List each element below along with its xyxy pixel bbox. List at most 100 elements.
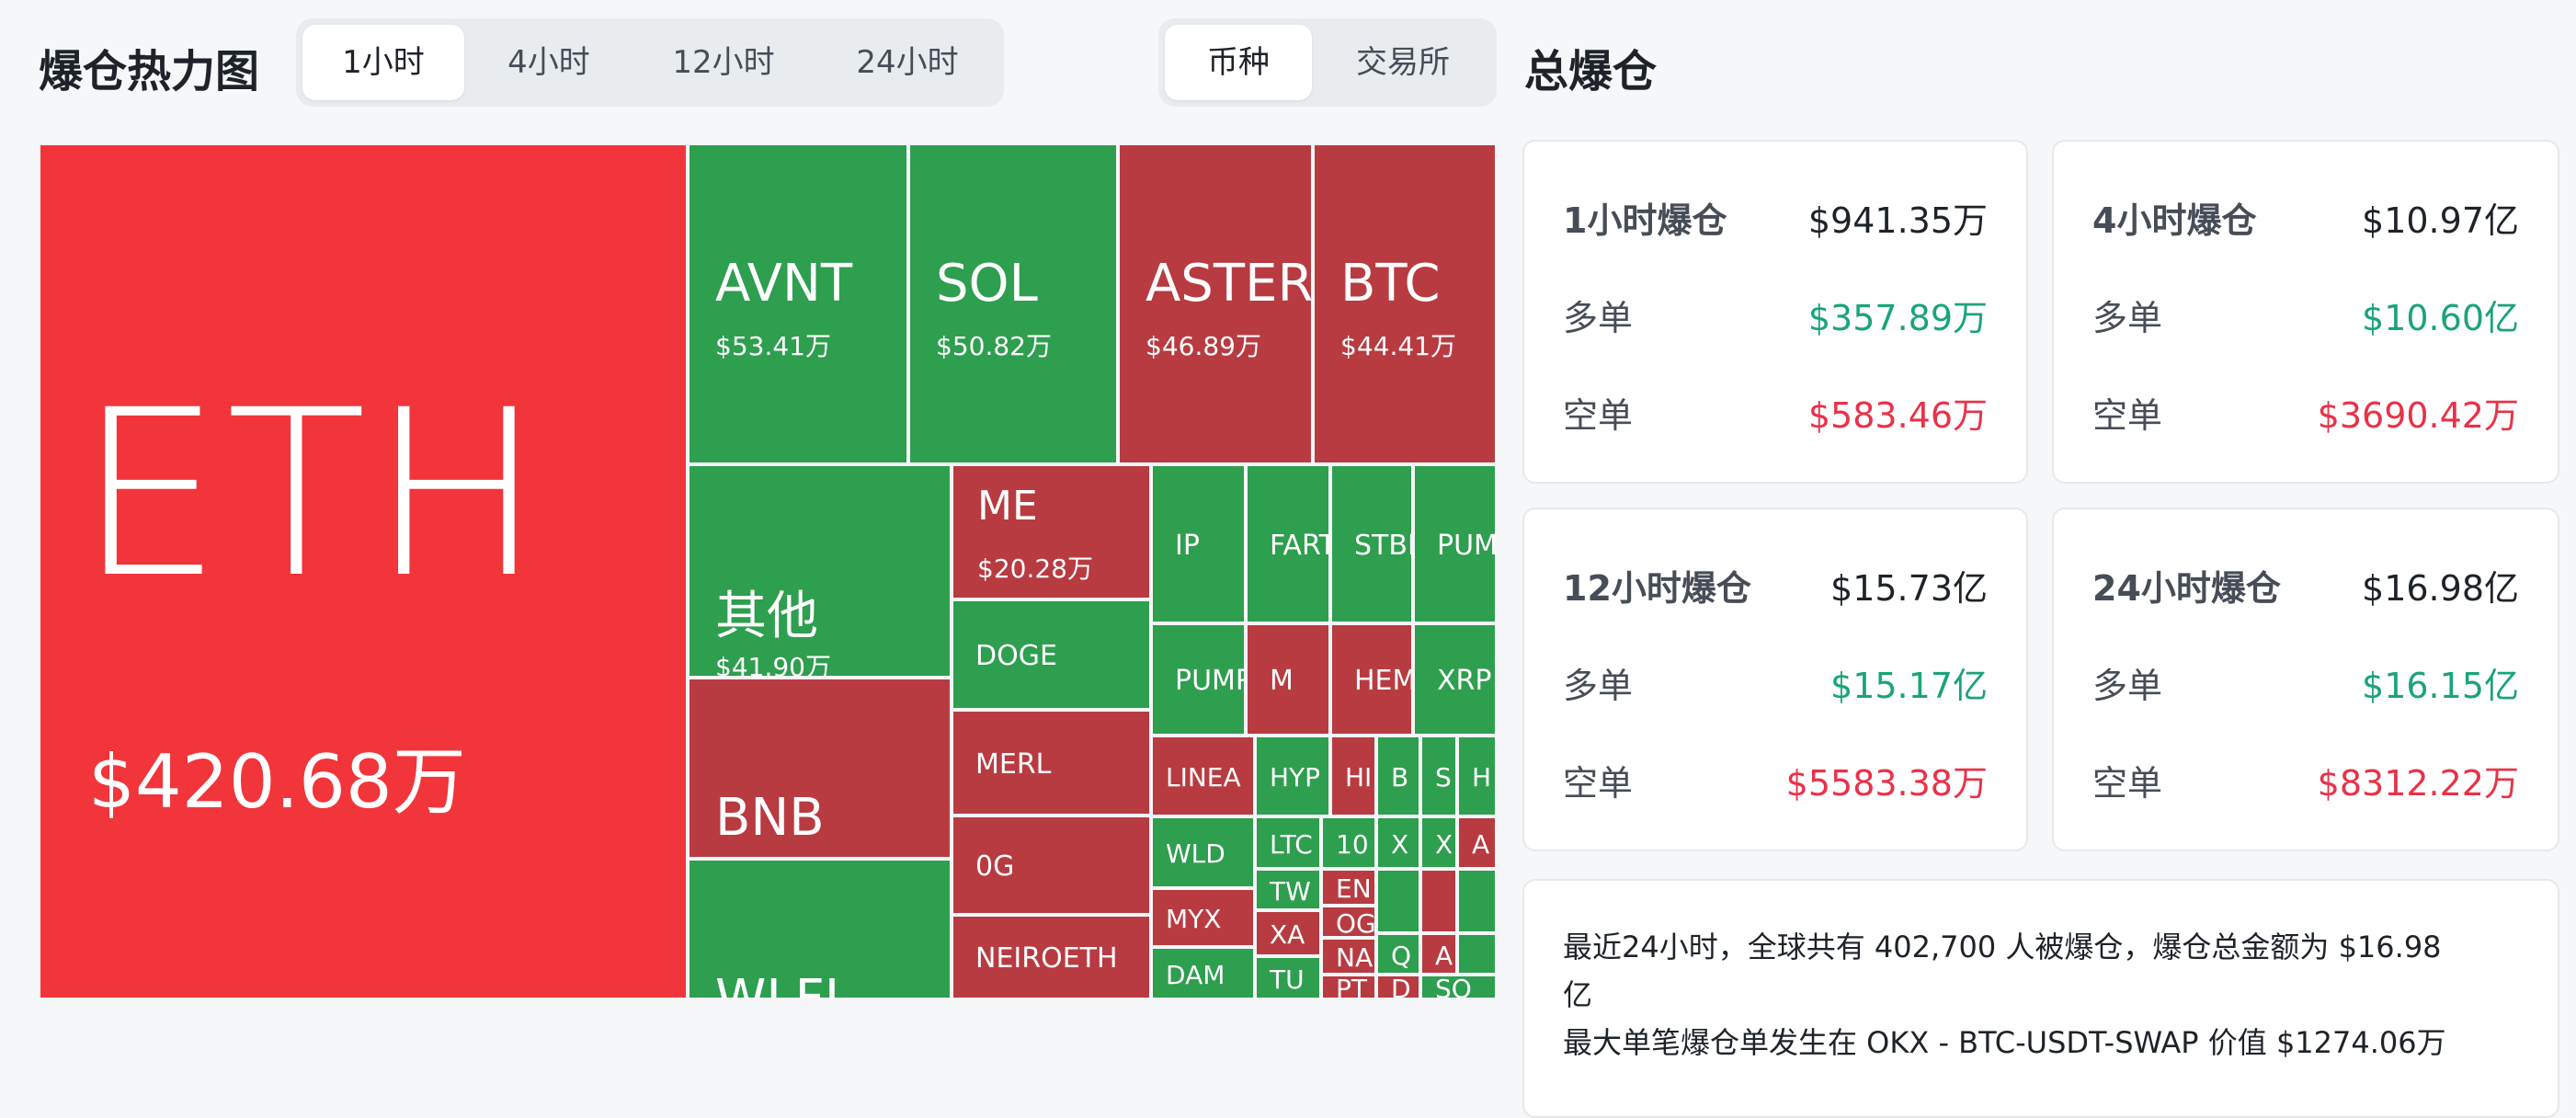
heatmap-cell[interactable]: MYX [1151,888,1255,947]
heatmap-cell[interactable]: M [1246,623,1330,736]
short-label: 空单 [1563,395,1634,436]
group-tabs: 币种 交易所 [1158,18,1497,107]
heatmap-cell[interactable]: NEIROETH [952,915,1151,999]
coin-symbol: DAM [1166,960,1225,990]
coin-symbol: 其他 [715,587,818,646]
tab-24h[interactable]: 24小时 [856,44,959,81]
coin-symbol: X [1391,829,1409,860]
heatmap-cell[interactable]: WLFI$27.71万 [688,859,952,999]
tab-1h[interactable]: 1小时 [302,25,464,100]
liquidation-amount: $50.82万 [936,331,1052,361]
heatmap-cell[interactable]: HEMI [1330,623,1413,736]
liquidation-amount: $41.90万 [715,652,831,678]
coin-symbol: M [1270,665,1294,697]
heatmap-cell[interactable]: H [1457,736,1497,816]
heatmap-cell[interactable]: XRP [1413,623,1497,736]
coin-symbol: SO [1435,975,1472,999]
heatmap-cell[interactable]: PT [1321,975,1376,999]
coin-symbol: ME [977,483,1038,530]
heatmap-cell[interactable] [1457,869,1497,933]
coin-symbol: PT [1336,975,1367,999]
heatmap-cell[interactable]: IP [1151,464,1246,623]
coin-symbol: NA [1336,942,1373,973]
heatmap-cell[interactable]: TU [1255,956,1321,999]
coin-symbol: Q [1391,941,1412,971]
heatmap-cell[interactable]: NA [1321,938,1376,975]
short-label: 空单 [1563,763,1634,804]
coin-symbol: TU [1270,964,1305,995]
heatmap-cell[interactable]: X [1376,816,1420,869]
long-value: $357.89万 [1807,298,1988,338]
tab-coin[interactable]: 币种 [1165,25,1312,100]
coin-symbol: ASTER [1146,254,1313,314]
heatmap-cell[interactable]: MERL [952,710,1151,816]
heatmap-cell[interactable]: A [1420,933,1457,975]
coin-symbol: HEMI [1354,665,1411,697]
summary-line-1: 最近24小时，全球共有 402,700 人被爆仓，爆仓总金额为 $16.98 [1563,930,2442,964]
heatmap-cell[interactable]: 其他 $41.90万 [688,464,952,678]
time-range-tabs: 1小时 4小时 12小时 24小时 [296,18,1004,107]
heatmap-cell[interactable]: FART [1246,464,1330,623]
heatmap-cell[interactable]: A [1457,816,1497,869]
heatmap-cell[interactable]: EN [1321,869,1376,906]
tab-4h[interactable]: 4小时 [507,44,590,81]
heatmap-cell[interactable]: STBL [1330,464,1413,623]
heatmap-cell[interactable]: TW [1255,869,1321,910]
heatmap-cell[interactable]: ASTER $46.89万 [1118,143,1313,464]
card-4h: 4小时爆仓 $10.97亿 多单 $10.60亿 空单 $3690.42万 [2052,140,2559,484]
heatmap-cell[interactable] [1457,933,1497,975]
coin-symbol: MERL [975,748,1052,781]
liquidation-amount: $20.28万 [977,553,1093,584]
short-label: 空单 [2092,763,2163,804]
heatmap-cell[interactable]: B [1376,736,1420,816]
liquidation-amount: $46.89万 [1146,331,1261,361]
heatmap-cell[interactable]: DOGE [952,599,1151,710]
coin-symbol: STBL [1354,530,1411,562]
coin-symbol: B [1391,762,1409,793]
heatmap-cell[interactable] [1376,869,1420,933]
heatmap-cell[interactable] [1420,869,1457,933]
heatmap-cell[interactable]: BNB$36.20万 [688,678,952,859]
heatmap-cell[interactable]: 0G [952,816,1151,915]
heatmap-cell[interactable]: S [1420,736,1457,816]
coin-symbol: XRP [1437,665,1492,697]
coin-symbol: HI [1345,762,1373,793]
heatmap-cell[interactable]: XA [1255,910,1321,956]
long-value: $15.17亿 [1830,666,1988,706]
coin-symbol: LTC [1270,829,1313,860]
heatmap-cell[interactable]: HI [1330,736,1376,816]
card-24h: 24小时爆仓 $16.98亿 多单 $16.15亿 空单 $8312.22万 [2052,508,2559,851]
heatmap-cell[interactable]: X [1420,816,1457,869]
card-12h: 12小时爆仓 $15.73亿 多单 $15.17亿 空单 $5583.38万 [1522,508,2028,851]
card-total: $941.35万 [1807,200,1988,241]
heatmap-cell[interactable]: Q [1376,933,1420,975]
coin-symbol: 0G [975,850,1015,883]
heatmap-cell[interactable]: PUMP [1151,623,1246,736]
heatmap-cell[interactable]: WLD [1151,816,1255,888]
coin-symbol: X [1435,829,1453,860]
coin-symbol: LINEA [1166,762,1241,793]
coin-symbol: 10 [1336,829,1369,860]
liquidation-amount: $44.41万 [1340,331,1456,361]
summary-line-2: 亿 [1563,977,1593,1012]
card-label: 24小时爆仓 [2092,568,2281,609]
heatmap-cell[interactable]: BTC $44.41万 [1313,143,1497,464]
heatmap-cell[interactable]: LTC [1255,816,1321,869]
coin-symbol: DOGE [975,640,1057,672]
tab-exchange[interactable]: 交易所 [1356,44,1450,81]
heatmap-cell[interactable]: AVNT $53.41万 [688,143,908,464]
heatmap-cell[interactable]: SOL $50.82万 [908,143,1118,464]
heatmap-cell[interactable]: OG [1321,906,1376,938]
heatmap-cell[interactable]: DAM [1151,947,1255,999]
heatmap-cell[interactable]: PUMP [1413,464,1497,623]
tab-12h[interactable]: 12小时 [672,44,775,81]
heatmap-cell[interactable]: ETH $420.68万 [39,143,688,999]
heatmap-cell[interactable]: 10 [1321,816,1376,869]
heatmap-cell[interactable]: LINEA [1151,736,1255,816]
heatmap-cell[interactable]: HYP [1255,736,1330,816]
coin-symbol: BTC [1340,254,1441,314]
heatmap-cell[interactable]: SO [1420,975,1497,999]
heatmap-cell[interactable]: D [1376,975,1420,999]
heatmap-title: 爆仓热力图 [39,46,260,97]
heatmap-cell[interactable]: ME $20.28万 [952,464,1151,599]
